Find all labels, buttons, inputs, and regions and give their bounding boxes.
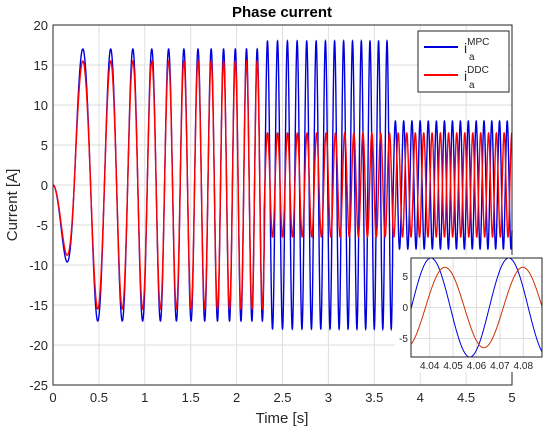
main-y-tick-label: 15 — [34, 58, 48, 73]
inset-y-tick-label: 5 — [402, 272, 408, 283]
main-y-tick-label: 0 — [41, 178, 48, 193]
series-line-ddc — [52, 59, 513, 311]
chart-title: Phase current — [232, 4, 332, 21]
main-x-ticks: 0 0.5 1 1.5 2 2.5 3 3.5 4 4.5 5 — [49, 390, 515, 405]
main-y-tick-label: 10 — [34, 98, 48, 113]
main-x-tick-label: 4 — [417, 390, 424, 405]
inset-x-tick-label: 4.06 — [467, 361, 487, 372]
inset-x-tick-label: 4.05 — [443, 361, 463, 372]
inset-x-tick-label: 4.04 — [420, 361, 440, 372]
inset-plot-frame — [410, 257, 543, 358]
inset-series-line-0 — [410, 257, 543, 358]
main-x-tick-label: 1 — [141, 390, 148, 405]
x-axis-label: Time [s] — [256, 410, 309, 427]
inset-y-ticks: 5 0 -5 — [399, 272, 408, 345]
inset-x-tick-label: 4.07 — [490, 361, 510, 372]
main-y-ticks: 20 15 10 5 0 -5 -10 -15 -20 -25 — [29, 18, 48, 393]
legend-label-mpc: iMPC a — [464, 37, 489, 63]
main-x-tick-label: 2.5 — [273, 390, 291, 405]
main-x-tick-label: 4.5 — [457, 390, 475, 405]
main-plot-frame — [52, 24, 513, 386]
main-data-lines — [52, 38, 513, 332]
main-x-tick-label: 5 — [508, 390, 515, 405]
main-y-tick-label: -15 — [29, 298, 48, 313]
inset-x-ticks: 4.04 4.05 4.06 4.07 4.08 — [420, 361, 533, 372]
main-x-tick-label: 2 — [233, 390, 240, 405]
legend: iMPC a iDDC a — [417, 30, 510, 93]
main-x-tick-label: 3.5 — [365, 390, 383, 405]
inset-x-tick-label: 4.08 — [514, 361, 534, 372]
inset-y-tick-label: -5 — [399, 334, 408, 345]
main-y-tick-label: 5 — [41, 138, 48, 153]
y-axis-label: Current [A] — [4, 169, 21, 242]
main-x-tick-label: 3 — [325, 390, 332, 405]
main-x-tick-label: 0.5 — [90, 390, 108, 405]
inset-y-tick-label: 0 — [402, 303, 408, 314]
main-y-tick-label: -10 — [29, 258, 48, 273]
main-x-tick-label: 0 — [49, 390, 56, 405]
main-y-tick-label: 20 — [34, 18, 48, 33]
main-x-tick-label: 1.5 — [182, 390, 200, 405]
main-y-tick-label: -5 — [36, 218, 48, 233]
inset-data-lines — [410, 257, 543, 358]
legend-label-ddc: iDDC a — [464, 65, 489, 91]
legend-box — [417, 30, 510, 93]
main-y-tick-label: -25 — [29, 378, 48, 393]
inset-series-line-1 — [410, 266, 543, 349]
main-y-tick-label: -20 — [29, 338, 48, 353]
